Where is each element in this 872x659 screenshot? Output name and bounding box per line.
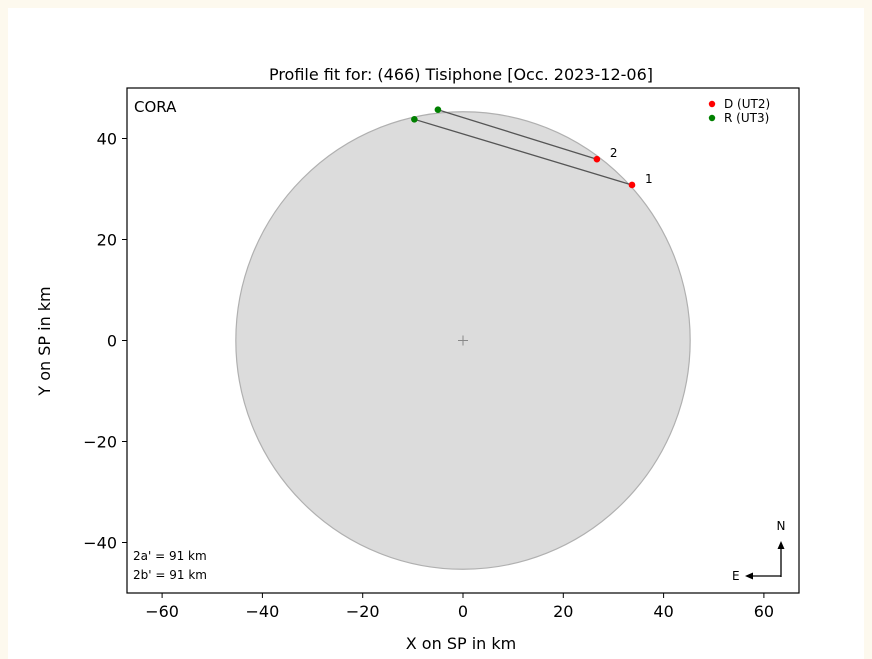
x-tick-label: −40 xyxy=(246,602,280,621)
east-label: E xyxy=(732,569,740,583)
x-tick-label: 20 xyxy=(553,602,573,621)
y-axis-ticks: −40 −20 0 20 40 xyxy=(83,130,127,553)
y-tick-label: 20 xyxy=(97,231,117,250)
x-tick-label: 0 xyxy=(458,602,468,621)
corner-label: CORA xyxy=(134,98,177,116)
x-axis-title: X on SP in km xyxy=(406,634,516,653)
legend: D (UT2) R (UT3) xyxy=(708,97,770,125)
x-axis-ticks: −60 −40 −20 0 20 40 60 xyxy=(145,593,774,621)
chord-label-2: 2 xyxy=(610,146,618,160)
chord-2-disappearance-point xyxy=(593,155,601,163)
y-axis-title: Y on SP in km xyxy=(35,286,54,396)
y-tick-label: −20 xyxy=(83,433,117,452)
chord-1-disappearance-point xyxy=(628,181,636,189)
chart-title: Profile fit for: (466) Tisiphone [Occ. 2… xyxy=(269,65,653,84)
y-tick-label: 0 xyxy=(107,332,117,351)
north-label: N xyxy=(777,519,786,533)
y-tick-label: −40 xyxy=(83,534,117,553)
chord-line-1 xyxy=(414,118,633,186)
x-tick-label: 40 xyxy=(653,602,673,621)
chord-2-reappearance-point xyxy=(434,106,442,114)
compass: N E xyxy=(732,519,785,583)
chord-1-reappearance-point xyxy=(411,116,418,123)
plot-area: 12 xyxy=(126,87,800,594)
east-arrow-head xyxy=(745,572,753,580)
chord-line-2 xyxy=(437,109,598,160)
legend-marker-r xyxy=(708,114,716,122)
legend-marker-d xyxy=(708,100,716,108)
size-annotation-b: 2b' = 91 km xyxy=(133,568,207,582)
x-tick-label: −60 xyxy=(145,602,179,621)
x-tick-label: −20 xyxy=(346,602,380,621)
x-tick-label: 60 xyxy=(754,602,774,621)
y-tick-label: 40 xyxy=(97,130,117,149)
north-arrow-head xyxy=(777,541,785,549)
chart-svg: Profile fit for: (466) Tisiphone [Occ. 2… xyxy=(35,65,800,653)
size-annotation-a: 2a' = 91 km xyxy=(133,549,207,563)
chord-label-1: 1 xyxy=(645,172,653,186)
legend-label-d: D (UT2) xyxy=(724,97,770,111)
chart-frame: Profile fit for: (466) Tisiphone [Occ. 2… xyxy=(8,8,864,659)
legend-label-r: R (UT3) xyxy=(724,111,769,125)
